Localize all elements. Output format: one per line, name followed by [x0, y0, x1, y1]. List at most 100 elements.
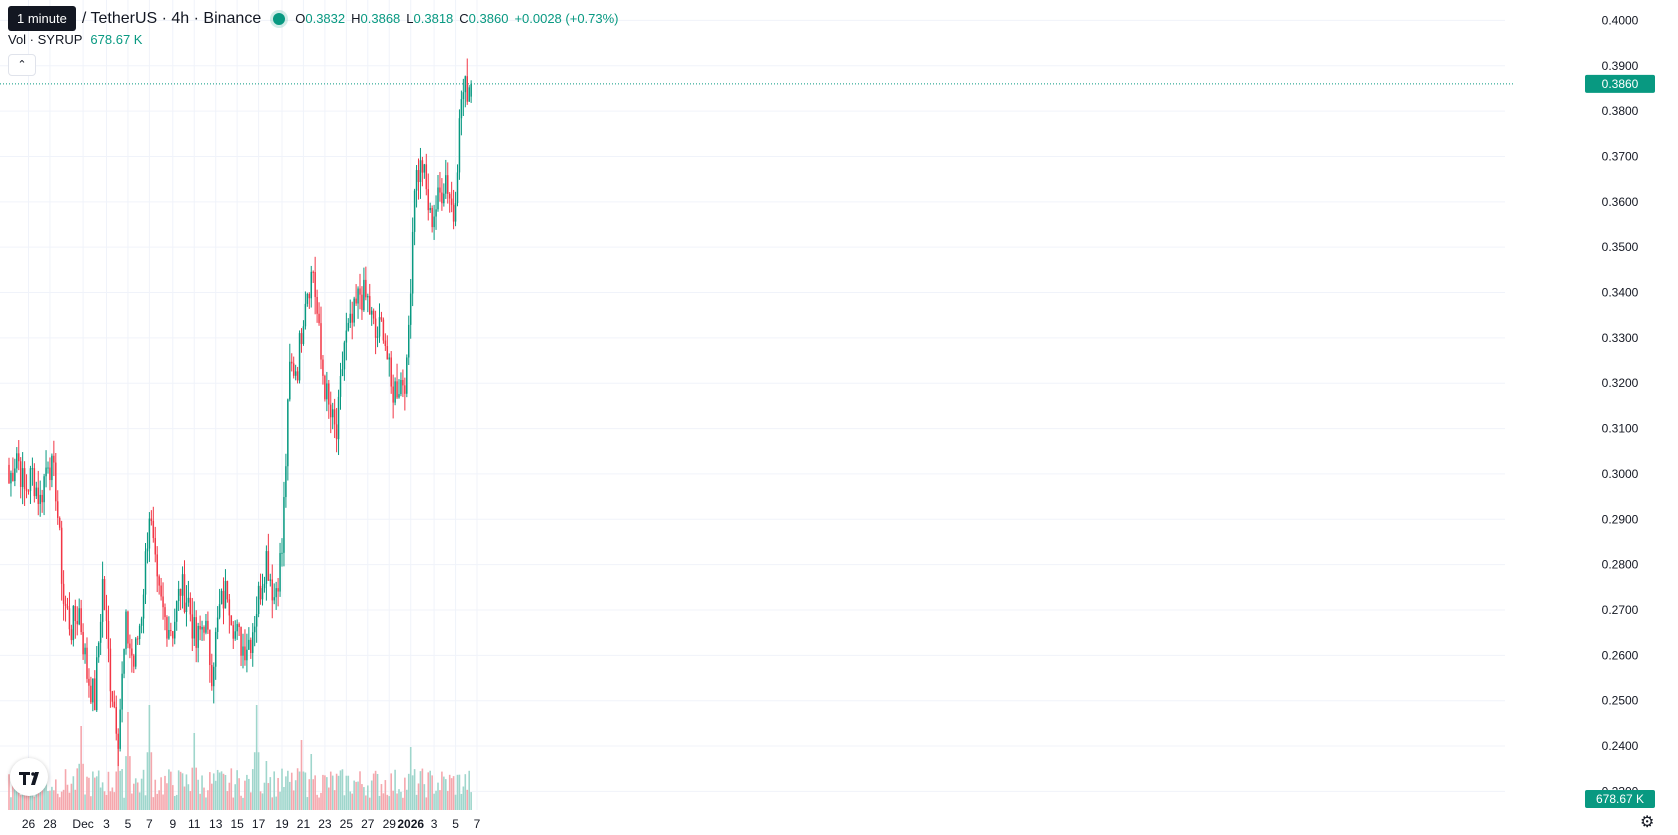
candle-body [86, 647, 88, 679]
volume-bar [148, 705, 151, 810]
time-tick-label: 17 [252, 817, 266, 831]
volume-bar [376, 773, 379, 810]
volume-bar [308, 779, 311, 810]
tradingview-logo-glyph [19, 772, 39, 785]
volume-bar [287, 770, 289, 810]
price-tick-label: 0.3100 [1602, 422, 1639, 436]
candle-body [226, 580, 229, 600]
candle-body [263, 583, 266, 589]
volume-bar [140, 778, 143, 810]
candle-body [316, 296, 318, 314]
volume-bar [144, 795, 147, 810]
volume-bar [353, 780, 355, 810]
candle-body [96, 657, 98, 711]
candle-body [123, 648, 125, 674]
candle-body [136, 638, 139, 640]
volume-bar [289, 781, 291, 810]
volume-bar [21, 788, 24, 810]
volume-bar [117, 740, 119, 810]
volume-bar [343, 795, 346, 810]
time-tick-label: Dec [72, 817, 93, 831]
symbol-title[interactable]: / TetherUS · 4h · Binance [81, 9, 262, 27]
candle-body [39, 494, 41, 504]
candle-body [234, 631, 236, 639]
volume-bar [23, 789, 26, 810]
volume-bar [304, 772, 307, 810]
candle-body [456, 172, 459, 204]
candle-body [370, 310, 373, 315]
volume-bar [214, 780, 217, 810]
candle-body [419, 160, 422, 183]
candle-body [445, 175, 447, 194]
candle-body [392, 386, 394, 403]
volume-bar [19, 795, 22, 810]
chevron-up-icon: ⌃ [17, 59, 27, 71]
candle-body [259, 585, 262, 600]
open-value: 0.3832 [305, 11, 346, 26]
volume-bar [253, 752, 256, 810]
candle-body [427, 189, 429, 211]
volume-bar [298, 771, 301, 810]
collapse-legend-button[interactable]: ⌃ [8, 54, 36, 76]
candle-body [306, 293, 309, 304]
candle-body [255, 613, 258, 627]
volume-bar [306, 797, 309, 810]
volume-bar [31, 789, 34, 810]
volume-bar [170, 771, 172, 810]
candle-body [404, 385, 406, 394]
candle-body [109, 648, 112, 692]
volume-bar [226, 791, 229, 810]
candle-body [452, 204, 455, 222]
volume-bar [450, 778, 453, 810]
candle-body [115, 707, 117, 734]
candle-body [437, 187, 439, 210]
candle-body [179, 588, 182, 596]
volume-bar [466, 789, 469, 810]
candle-body [127, 611, 129, 644]
settings-icon[interactable]: ⚙ [1640, 814, 1655, 831]
volume-bar [283, 786, 285, 810]
volume-bar [355, 781, 357, 810]
candle-body [211, 665, 213, 687]
volume-bar [60, 791, 63, 810]
volume-bar [337, 775, 340, 810]
volume-bar [201, 775, 203, 810]
tradingview-logo-icon[interactable] [10, 758, 48, 796]
price-tick-label: 0.2700 [1602, 603, 1639, 617]
candle-body [57, 501, 59, 518]
candle-body [443, 193, 445, 204]
candle-body [285, 466, 287, 498]
candle-body [142, 594, 145, 619]
volume-bar [413, 769, 416, 810]
candle-body [146, 548, 149, 552]
candle-body [337, 396, 340, 440]
candle-body [53, 455, 55, 463]
volume-bar [273, 771, 275, 810]
volume-bar [70, 783, 73, 810]
candle-body [450, 198, 453, 205]
candle-body [417, 170, 420, 183]
candle-body [162, 596, 164, 608]
time-tick-label: 15 [230, 817, 244, 831]
candle-body [84, 647, 86, 655]
candle-body [72, 605, 75, 641]
candle-body [347, 322, 350, 331]
candle-body [25, 488, 28, 491]
volume-bar [271, 797, 274, 810]
time-tick-label: 2026 [397, 817, 424, 831]
volume-bar [261, 793, 264, 810]
volume-bar [415, 794, 418, 810]
volume-bar [53, 790, 55, 810]
candle-body [365, 279, 367, 298]
price-tick-label: 0.4000 [1602, 13, 1639, 27]
volume-bar [88, 777, 90, 810]
volume-bar [300, 740, 303, 810]
candle-body [376, 336, 379, 338]
volume-value: 678.67 K [90, 32, 143, 47]
volume-bar [195, 767, 197, 810]
volume-bar [400, 791, 402, 810]
volume-bar [203, 787, 205, 810]
volume-bar [454, 794, 457, 810]
volume-bar [119, 770, 121, 810]
